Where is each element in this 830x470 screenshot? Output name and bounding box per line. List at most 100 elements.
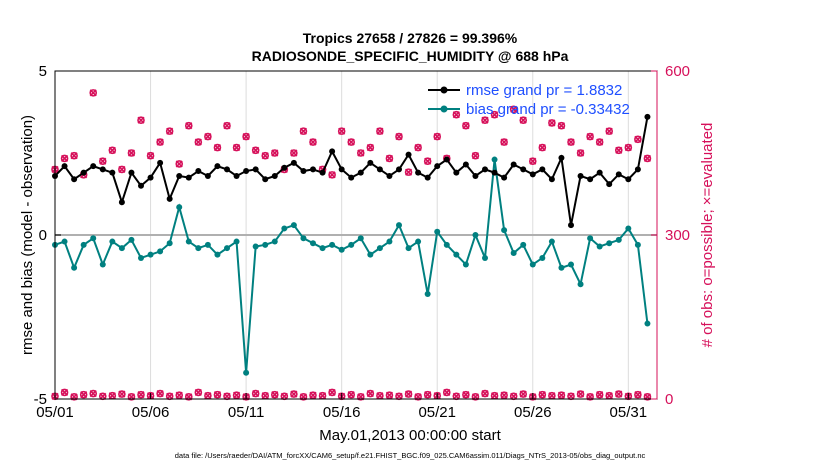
- rmse-point-62: [644, 113, 651, 120]
- obs-evaluated-circle-27: [309, 391, 317, 399]
- bias-point-16: [204, 241, 211, 248]
- obs-possible-point-61: [634, 135, 642, 144]
- obs-evaluated-point-3: [80, 391, 88, 399]
- rmse-point-27: [310, 166, 316, 173]
- bias-point-61: [634, 241, 641, 248]
- obs-possible-evalmark-18: [223, 122, 231, 130]
- obs-possible-evalmark-6: [108, 146, 116, 154]
- obs-possible-point-15: [194, 138, 203, 146]
- left-tick-label-2: 5: [39, 63, 47, 80]
- obs-evaluated-circle-57: [595, 390, 604, 399]
- legend: rmse grand pr = 1.8832 bias grand pr = -…: [428, 82, 630, 118]
- obs-evaluated-circle-55: [576, 390, 585, 398]
- obs-evaluated-circle-21: [251, 389, 260, 398]
- rmse-point-40: [434, 163, 441, 170]
- obs-evaluated-circle-11: [156, 389, 164, 398]
- legend-rmse-label: rmse grand pr = 1.8832: [466, 82, 622, 99]
- obs-possible-point-4: [89, 89, 98, 97]
- obs-possible-evalmark-5: [99, 157, 107, 165]
- obs-possible-evalmark-57: [596, 138, 604, 146]
- obs-evaluated-point-34: [376, 392, 384, 400]
- bias-point-5: [99, 261, 106, 268]
- bias-line: [54, 159, 649, 373]
- obs-possible-evalmark-11: [156, 138, 164, 146]
- obs-possible-evalmark-35: [385, 154, 394, 163]
- axis-layer: -5 0 5 0 300 600 05/01 05/06 05/11 05/16 05/21 05/2…: [34, 63, 690, 421]
- obs-evaluated-point-46: [490, 392, 499, 400]
- obs-evaluated-circle-61: [634, 390, 642, 399]
- chart-title-line2: RADIOSONDE_SPECIFIC_HUMIDITY @ 688 hPa: [252, 48, 569, 64]
- obs-possible-point-54: [567, 138, 575, 146]
- obs-evaluated-point-54: [567, 392, 575, 400]
- bias-point-38: [415, 238, 422, 245]
- rmse-point-34: [376, 166, 383, 173]
- obs-possible-evalmark-23: [271, 149, 279, 157]
- rmse-point-46: [491, 169, 498, 176]
- obs-possible-evalmark-59: [615, 146, 623, 154]
- obs-evaluated-point-25: [290, 390, 298, 398]
- bias-point-13: [176, 204, 183, 211]
- obs-possible-evalmark-31: [347, 138, 355, 146]
- obs-evaluated-point-53: [557, 391, 566, 399]
- obs-possible-evalmark-21: [252, 146, 260, 154]
- rmse-point-21: [252, 166, 259, 173]
- bias-point-15: [195, 245, 202, 252]
- obs-possible-evalmark-26: [299, 127, 308, 135]
- bias-point-4: [90, 235, 97, 242]
- obs-evaluated-point-36: [395, 392, 403, 400]
- obs-possible-evalmark-25: [290, 149, 298, 157]
- rmse-line: [54, 116, 649, 226]
- obs-possible-evalmark-29: [328, 171, 336, 179]
- left-tick-label-1: 0: [39, 227, 47, 244]
- rmse-point-2: [71, 176, 78, 183]
- bias-point-44: [472, 232, 479, 238]
- obs-possible-evalmark-16: [204, 133, 212, 141]
- obs-possible-evalmark-61: [634, 135, 642, 143]
- bias-point-46: [491, 156, 498, 163]
- bias-point-33: [367, 251, 374, 258]
- obs-evaluated-point-11: [156, 389, 164, 398]
- obs-possible-evalmark-33: [366, 143, 374, 152]
- obs-evaluated-circle-4: [89, 389, 98, 398]
- bias-point-48: [510, 250, 517, 257]
- bias-point-47: [501, 227, 508, 234]
- rmse-point-48: [510, 161, 517, 168]
- obs-possible-evalmark-30: [338, 127, 346, 135]
- obs-possible-evalmark-47: [500, 138, 508, 146]
- obs-possible-evalmark-46: [490, 111, 499, 119]
- obs-possible-point-30: [337, 127, 346, 135]
- bias-point-12: [166, 240, 173, 247]
- obs-possible-evalmark-14: [185, 122, 193, 130]
- data-layer: [51, 89, 652, 401]
- rmse-point-3: [80, 169, 87, 176]
- obs-evaluated-point-15: [194, 388, 202, 397]
- obs-evaluated-circle-9: [137, 390, 145, 399]
- obs-possible-point-1: [60, 154, 69, 163]
- x-tick-label-4: 05/21: [418, 404, 456, 421]
- obs-possible-point-5: [98, 157, 107, 165]
- rmse-point-36: [396, 166, 402, 173]
- obs-possible-evalmark-7: [118, 165, 126, 173]
- obs-possible-evalmark-1: [60, 154, 69, 163]
- bias-point-11: [157, 248, 164, 255]
- bias-point-24: [281, 225, 288, 232]
- obs-evaluated-point-55: [576, 390, 585, 398]
- obs-possible-evalmark-51: [538, 143, 546, 152]
- x-tick-label-0: 05/01: [36, 404, 74, 421]
- rmse-point-4: [90, 163, 97, 170]
- rmse-point-1: [61, 163, 68, 170]
- obs-possible-evalmark-38: [414, 143, 422, 152]
- obs-possible-point-19: [232, 143, 241, 152]
- bias-point-41: [443, 241, 450, 248]
- rmse-point-11: [157, 159, 164, 166]
- obs-possible-evalmark-43: [462, 122, 470, 130]
- bias-point-28: [319, 245, 326, 252]
- obs-possible-point-52: [548, 119, 556, 127]
- rmse-point-24: [281, 164, 288, 171]
- bias-point-36: [396, 222, 402, 229]
- rmse-point-16: [204, 172, 211, 179]
- obs-possible-evalmark-4: [89, 89, 97, 97]
- bias-point-31: [348, 241, 355, 248]
- bias-point-17: [214, 251, 221, 258]
- bias-point-10: [147, 251, 154, 258]
